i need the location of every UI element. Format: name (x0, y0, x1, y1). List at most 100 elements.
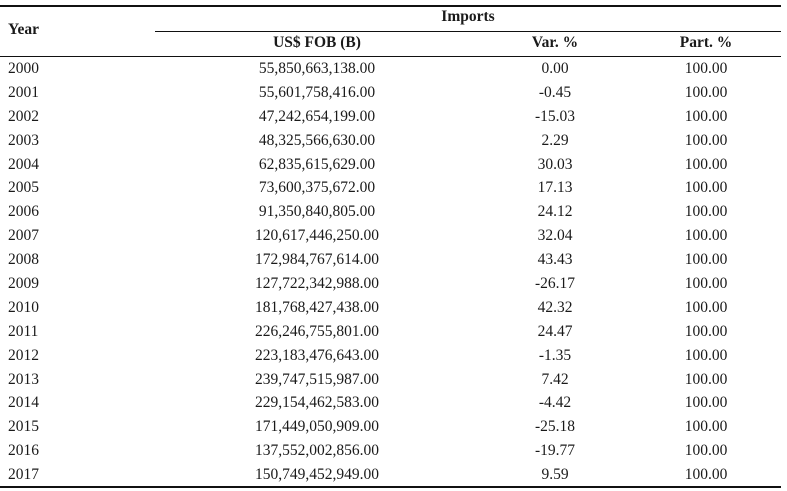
column-header-year: Year (8, 21, 39, 38)
cell-year: 2016 (8, 442, 39, 460)
cell-part: 100.00 (684, 418, 728, 436)
cell-year: 2000 (8, 60, 39, 77)
cell-part: 100.00 (684, 131, 728, 149)
cell-usd-fob: 172,984,767,614.00 (255, 251, 379, 269)
table-row: 2010 181,768,427,438.00 42.32 100.00 (0, 296, 781, 320)
cell-usd-fob: 120,617,446,250.00 (255, 227, 379, 245)
cell-var: -4.42 (538, 394, 572, 412)
cell-var: 0.00 (541, 60, 569, 77)
cell-part: 100.00 (684, 442, 728, 460)
cell-var: 24.47 (537, 322, 573, 340)
cell-part: 100.00 (684, 322, 728, 340)
cell-part: 100.00 (684, 251, 728, 269)
cell-usd-fob: 62,835,615,629.00 (258, 155, 376, 173)
cell-var: 32.04 (537, 227, 573, 245)
cell-usd-fob: 239,747,515,987.00 (255, 370, 379, 388)
cell-year: 2014 (8, 394, 39, 412)
cell-part: 100.00 (684, 179, 728, 197)
table-row: 2006 91,350,840,805.00 24.12 100.00 (0, 200, 781, 224)
table-bottom-rule (0, 486, 781, 488)
cell-part: 100.00 (684, 370, 728, 388)
table-row: 2004 62,835,615,629.00 30.03 100.00 (0, 153, 781, 177)
table-row: 2001 55,601,758,416.00 -0.45 100.00 (0, 81, 781, 105)
cell-year: 2004 (8, 155, 39, 173)
table-top-rule (0, 5, 781, 7)
cell-part: 100.00 (684, 60, 728, 77)
column-header-part: Part. % (679, 34, 733, 51)
cell-var: -26.17 (534, 275, 576, 293)
header-rule (0, 56, 781, 57)
cell-var: -15.03 (534, 107, 576, 125)
cell-var: 2.29 (541, 131, 569, 149)
table-row: 2002 47,242,654,199.00 -15.03 100.00 (0, 105, 781, 129)
table-row: 2014 229,154,462,583.00 -4.42 100.00 (0, 391, 781, 415)
cell-part: 100.00 (684, 203, 728, 221)
cell-var: -0.45 (538, 83, 572, 101)
cell-year: 2015 (8, 418, 39, 436)
cell-year: 2007 (8, 227, 39, 245)
cell-var: -25.18 (534, 418, 576, 436)
cell-var: -1.35 (538, 346, 572, 364)
cell-year: 2001 (8, 83, 39, 101)
cell-year: 2002 (8, 107, 39, 125)
cell-year: 2010 (8, 298, 39, 316)
table-row: 2009 127,722,342,988.00 -26.17 100.00 (0, 272, 781, 296)
cell-year: 2005 (8, 179, 39, 197)
cell-var: 42.32 (537, 298, 573, 316)
table-row: 2007 120,617,446,250.00 32.04 100.00 (0, 224, 781, 248)
cell-var: 17.13 (537, 179, 573, 197)
table-row: 2003 48,325,566,630.00 2.29 100.00 (0, 129, 781, 153)
table-row: 2015 171,449,050,909.00 -25.18 100.00 (0, 415, 781, 439)
table-body: 2000 55,850,663,138.00 0.00 100.00 2001 55,60… (0, 57, 781, 487)
table-row: 2017 150,749,452,949.00 9.59 100.00 (0, 463, 781, 487)
cell-usd-fob: 150,749,452,949.00 (255, 466, 379, 484)
cell-year: 2012 (8, 346, 39, 364)
cell-usd-fob: 91,350,840,805.00 (258, 203, 376, 221)
cell-usd-fob: 137,552,002,856.00 (255, 442, 379, 460)
imports-group-header: Imports (441, 8, 495, 25)
cell-part: 100.00 (684, 298, 728, 316)
cell-var: 30.03 (537, 155, 573, 173)
cell-var: -19.77 (534, 442, 576, 460)
cell-usd-fob: 226,246,755,801.00 (255, 322, 379, 340)
table-row: 2011 226,246,755,801.00 24.47 100.00 (0, 320, 781, 344)
cell-year: 2009 (8, 275, 39, 293)
cell-part: 100.00 (684, 227, 728, 245)
cell-part: 100.00 (684, 107, 728, 125)
table-row: 2012 223,183,476,643.00 -1.35 100.00 (0, 344, 781, 368)
cell-year: 2003 (8, 131, 39, 149)
cell-part: 100.00 (684, 394, 728, 412)
cell-part: 100.00 (684, 83, 728, 101)
cell-year: 2017 (8, 466, 39, 484)
table-row: 2013 239,747,515,987.00 7.42 100.00 (0, 368, 781, 392)
cell-part: 100.00 (684, 155, 728, 173)
cell-usd-fob: 171,449,050,909.00 (255, 418, 379, 436)
cell-year: 2011 (8, 322, 39, 340)
cell-usd-fob: 223,183,476,643.00 (255, 346, 379, 364)
cell-part: 100.00 (684, 275, 728, 293)
cell-year: 2008 (8, 251, 39, 269)
cell-usd-fob: 47,242,654,199.00 (258, 107, 376, 125)
cell-var: 43.43 (537, 251, 573, 269)
column-header-var: Var. % (531, 34, 579, 51)
cell-usd-fob: 73,600,375,672.00 (258, 179, 376, 197)
cell-usd-fob: 48,325,566,630.00 (258, 131, 376, 149)
cell-usd-fob: 229,154,462,583.00 (255, 394, 379, 412)
cell-usd-fob: 127,722,342,988.00 (255, 275, 379, 293)
cell-part: 100.00 (684, 466, 728, 484)
cell-part: 100.00 (684, 346, 728, 364)
cell-usd-fob: 181,768,427,438.00 (255, 298, 379, 316)
table-row: 2016 137,552,002,856.00 -19.77 100.00 (0, 439, 781, 463)
cell-usd-fob: 55,850,663,138.00 (258, 60, 376, 77)
cell-var: 7.42 (541, 370, 569, 388)
cell-var: 9.59 (541, 466, 569, 484)
group-header-rule (155, 31, 781, 32)
table-row: 2000 55,850,663,138.00 0.00 100.00 (0, 57, 781, 81)
table-row: 2008 172,984,767,614.00 43.43 100.00 (0, 248, 781, 272)
cell-var: 24.12 (537, 203, 573, 221)
table-row: 2005 73,600,375,672.00 17.13 100.00 (0, 176, 781, 200)
column-header-usd-fob: US$ FOB (B) (273, 34, 361, 51)
cell-usd-fob: 55,601,758,416.00 (258, 83, 376, 101)
cell-year: 2006 (8, 203, 39, 221)
cell-year: 2013 (8, 370, 39, 388)
